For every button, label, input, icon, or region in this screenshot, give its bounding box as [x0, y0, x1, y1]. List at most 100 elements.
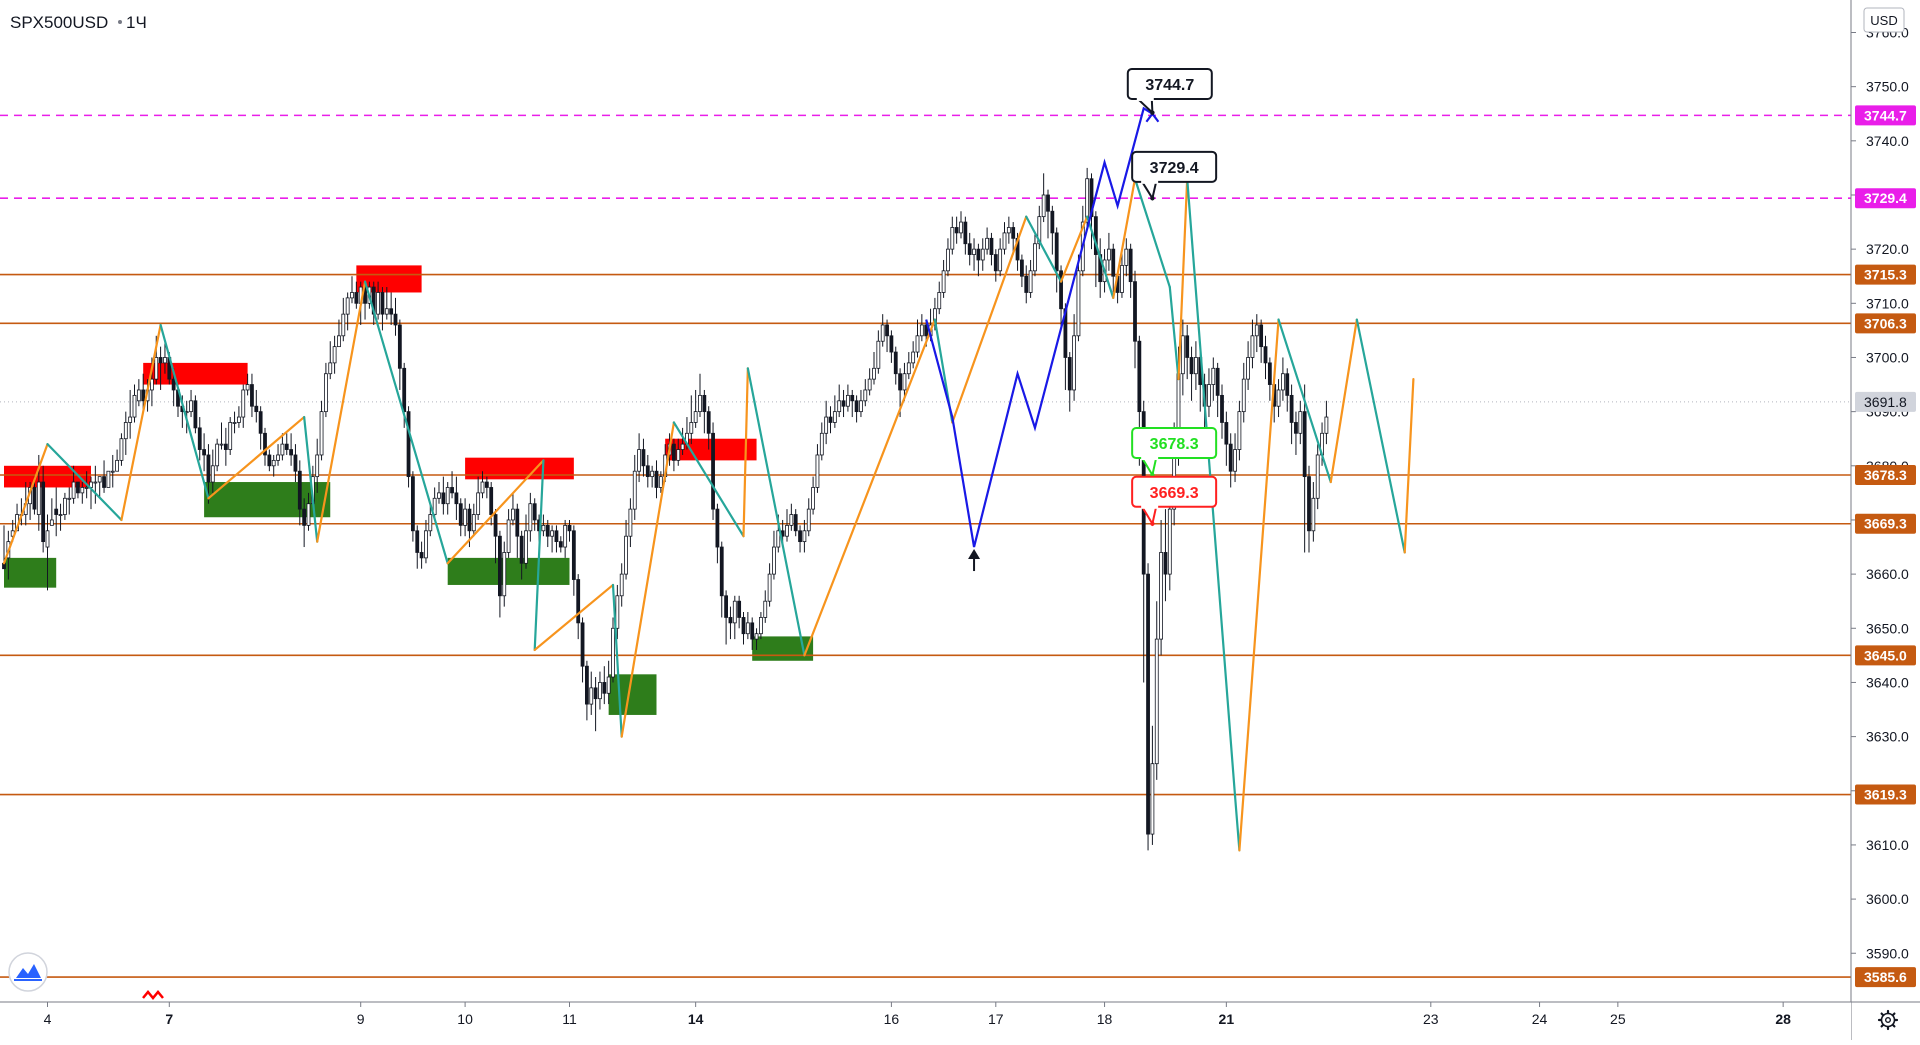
zigzag-down-segment: [1168, 285, 1180, 381]
settings-gear-icon[interactable]: [1877, 1009, 1899, 1031]
candle: [724, 590, 728, 645]
candle-body-up: [598, 682, 602, 700]
candle-body-down: [711, 432, 715, 510]
candle-body-up: [1124, 248, 1129, 266]
candle: [215, 438, 220, 472]
candle: [941, 259, 946, 298]
candle: [484, 476, 489, 499]
candle-body-down: [654, 470, 659, 488]
price-tag-bg: [1855, 645, 1916, 666]
zigzag-up-segment: [620, 421, 676, 738]
projection-path[interactable]: [925, 106, 1153, 548]
price-tag-bg: [1855, 105, 1916, 126]
candle: [832, 395, 837, 428]
candle: [306, 492, 311, 531]
candle-body-down: [41, 481, 46, 543]
candle: [115, 449, 119, 472]
candle: [1315, 444, 1320, 510]
candle-body-up: [123, 422, 128, 440]
candle-body-up: [550, 530, 554, 537]
callout-label: 3678.3: [1150, 436, 1199, 453]
candle-body-down: [1054, 232, 1059, 272]
candle-body-up: [589, 687, 594, 705]
candle-body-down: [450, 487, 454, 494]
candle-body-up: [563, 524, 568, 548]
price-axis-panel[interactable]: [1851, 0, 1920, 1002]
candle-body-down: [989, 237, 994, 255]
candle-body-down: [1289, 394, 1294, 423]
candle-body-up: [1028, 270, 1033, 293]
candle: [772, 530, 776, 580]
candle: [550, 525, 554, 553]
candle-body-up: [759, 617, 763, 635]
symbol-title: SPX500USD: [10, 13, 108, 32]
candle-body-down: [354, 292, 359, 304]
candle: [337, 319, 341, 348]
time-axis-panel[interactable]: [0, 1002, 1851, 1040]
candle: [1067, 352, 1072, 412]
callout-anchor: [1150, 110, 1155, 115]
price-callout[interactable]: 3678.3: [1131, 427, 1218, 478]
callout-box: [1131, 427, 1218, 460]
candle: [989, 232, 994, 266]
candle-body-down: [419, 552, 424, 559]
candle-body-down: [293, 454, 298, 472]
callout-box: [1131, 475, 1218, 508]
candle: [763, 590, 768, 623]
candle-body-down: [402, 367, 407, 413]
price-callout[interactable]: 3669.3: [1131, 475, 1218, 527]
arrow-head: [968, 549, 981, 560]
candle: [798, 525, 802, 553]
time-tick-label: 7: [165, 1011, 173, 1027]
interval-label: 1Ч: [126, 13, 147, 32]
candle-body-up: [328, 362, 333, 375]
price-tag-bg: [1855, 967, 1916, 988]
currency-button[interactable]: USD: [1863, 7, 1905, 33]
candle-body-up: [789, 514, 794, 526]
zigzag-up-segment: [533, 583, 615, 652]
candle: [328, 341, 333, 380]
candle: [558, 536, 563, 553]
candle-body-up: [350, 292, 354, 299]
callout-anchor: [1150, 521, 1155, 526]
price-callout[interactable]: 3729.4: [1131, 150, 1218, 201]
candle-body-up: [767, 573, 772, 602]
price-tick-label: 3720.0: [1866, 241, 1909, 257]
candle: [567, 519, 572, 542]
candle: [1028, 259, 1033, 298]
up-arrow-icon[interactable]: [968, 549, 981, 572]
event-marker-icon[interactable]: [142, 990, 164, 1000]
candle-body-up: [136, 389, 141, 402]
candle: [267, 449, 272, 472]
zigzag-down-segment: [672, 421, 745, 538]
candle-body-up: [619, 573, 624, 597]
candle-body-up: [215, 443, 220, 467]
candle-body-up: [1211, 367, 1216, 385]
candle: [141, 373, 146, 412]
candle: [1311, 482, 1316, 542]
candle-body-up: [1315, 454, 1320, 499]
candle-body-up: [1298, 411, 1303, 434]
tradingview-logo-icon[interactable]: [8, 952, 48, 992]
price-tag-text: 3729.4: [1864, 190, 1907, 206]
candle-body-up: [1180, 335, 1185, 375]
candle-body-down: [1089, 178, 1094, 218]
demand-zone: [447, 557, 570, 585]
time-tick-label: 4: [44, 1011, 52, 1027]
zigzag-down-segment: [611, 583, 623, 738]
candle: [1033, 232, 1037, 277]
time-tick-label: 10: [457, 1011, 473, 1027]
price-callout[interactable]: 3744.7: [1126, 67, 1213, 116]
candle: [1281, 357, 1285, 401]
candle-body-down: [1294, 422, 1298, 434]
candle: [1150, 725, 1155, 845]
candle: [1111, 243, 1116, 293]
candle: [332, 335, 337, 374]
candle: [450, 471, 454, 499]
candle-body-up: [471, 514, 476, 532]
candle: [524, 514, 528, 569]
candle: [276, 444, 280, 466]
candle-body-down: [467, 508, 472, 532]
